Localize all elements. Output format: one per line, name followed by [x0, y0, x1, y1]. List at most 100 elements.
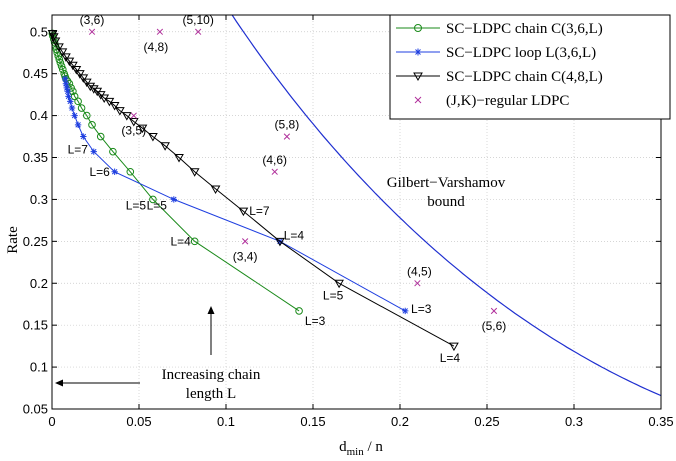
series-2-point-4 — [210, 185, 221, 194]
series-3-point-3 — [130, 112, 137, 119]
series-3-point-7 — [414, 280, 421, 287]
series-2-point-20 — [81, 78, 92, 88]
series-2-point-28 — [54, 43, 64, 52]
series-1-point-13 — [62, 80, 70, 87]
series-2-point-10 — [128, 117, 139, 127]
series-3-point-0 — [88, 28, 96, 35]
series-2-point-31 — [47, 29, 58, 39]
legend-label-3: (J,K)−regular LDPC — [446, 93, 569, 109]
left-arrow-head — [55, 379, 63, 387]
series-1-point-6 — [74, 121, 82, 129]
series-0-point-6 — [88, 121, 96, 129]
series-2 — [47, 29, 459, 352]
series-2-point-13 — [109, 102, 120, 111]
legend-label-2: SC−LDPC chain C(4,8,L) — [446, 69, 603, 85]
series-3: (3,6) (4,8) (5,10) (3,5) (5,8) (4,6) (3,4) (4,5… — [80, 13, 507, 333]
length-annotation-7: L=3 — [411, 302, 432, 316]
gv-bound-curve — [231, 15, 661, 397]
length-annotation-5: L=5 — [147, 198, 168, 212]
up-arrow-head — [207, 306, 215, 314]
length-annotation-0: L=3 — [305, 314, 326, 328]
jk-label-1: (4,8) — [144, 40, 169, 54]
gv-bound-label-line2: bound — [427, 194, 465, 210]
series-3-point-8 — [490, 307, 498, 315]
x-axis-title-sub: min — [347, 446, 365, 458]
series-0-point-20 — [56, 58, 65, 67]
series-1-point-0 — [402, 307, 409, 315]
series-2-point-2 — [275, 237, 285, 247]
series-2-point-6 — [174, 154, 184, 163]
series-1-point-14 — [61, 75, 69, 82]
axes — [51, 14, 662, 410]
series-2-point-9 — [137, 124, 148, 134]
length-annotation-6: L=4 — [284, 228, 305, 242]
series-layer: (3,6) (4,8) (5,10) (3,5) (5,8) (4,6) (3,4) (4,5… — [47, 13, 507, 352]
series-2-point-7 — [160, 142, 170, 151]
series-2-point-18 — [88, 85, 99, 94]
series-0-point-21 — [55, 55, 64, 64]
x-tick-label-0: 0 — [48, 414, 55, 429]
jk-label-3: (3,5) — [121, 124, 146, 138]
y-tick-label-5: 0.3 — [30, 192, 48, 207]
series-0-point-5 — [96, 132, 105, 141]
series-0-point-19 — [57, 62, 66, 70]
series-0-point-7 — [83, 111, 91, 120]
series-1-point-12 — [63, 84, 70, 92]
series-3-point-4 — [283, 133, 291, 140]
y-axis-title: Rate — [5, 226, 21, 254]
gv-bound-label-line1: Gilbert−Varshamov — [387, 175, 506, 191]
x-tick-label-5: 0.25 — [474, 414, 499, 429]
length-annotation-9: L=5 — [323, 288, 344, 302]
series-2-point-3 — [238, 207, 249, 217]
arrow-text-line2: length L — [186, 386, 236, 402]
series-0-point-18 — [58, 65, 67, 74]
legend-label-1: SC−LDPC loop L(3,6,L) — [446, 45, 596, 61]
series-2-point-15 — [99, 94, 110, 103]
y-tick-label-7: 0.4 — [30, 108, 48, 123]
y-tick-label-1: 0.1 — [30, 360, 48, 375]
series-1-point-3 — [111, 168, 118, 175]
series-2-point-14 — [104, 97, 115, 107]
series-2-point-1 — [334, 279, 344, 289]
series-0-point-0 — [295, 307, 303, 315]
x-tick-label-6: 0.3 — [565, 414, 583, 429]
jk-label-7: (4,5) — [407, 264, 432, 278]
series-2-point-22 — [74, 70, 85, 79]
x-tick-label-4: 0.2 — [391, 414, 409, 429]
series-2-point-12 — [114, 107, 125, 116]
jk-label-0: (3,6) — [80, 13, 105, 27]
series-1-point-11 — [64, 88, 71, 95]
series-2-point-24 — [68, 61, 78, 71]
legend-label-0: SC−LDPC chain C(3,6,L) — [446, 21, 603, 37]
series-3-point-1 — [156, 28, 164, 35]
series-3-point-5 — [271, 168, 278, 175]
y-tick-label-4: 0.25 — [23, 234, 48, 249]
x-tick-label-2: 0.1 — [217, 414, 235, 429]
series-0-point-9 — [74, 97, 82, 106]
series-0-point-8 — [77, 104, 86, 112]
jk-label-8: (5,6) — [482, 319, 507, 333]
jk-label-6: (3,4) — [233, 249, 258, 263]
legend-marker-1 — [414, 48, 422, 56]
gv-bound-layer — [231, 15, 661, 397]
length-annotation-10: L=4 — [440, 351, 461, 365]
x-tick-label-1: 0.05 — [126, 414, 151, 429]
length-annotation-8: L=7 — [249, 204, 270, 218]
y-tick-label-3: 0.2 — [30, 276, 48, 291]
legend-marker-2 — [413, 72, 423, 82]
series-2-point-0 — [449, 342, 459, 352]
plot-frame — [51, 14, 662, 410]
series-2-point-27 — [57, 48, 68, 57]
series-2-point-25 — [64, 57, 75, 67]
series-1-point-9 — [67, 98, 74, 105]
series-2-point-5 — [189, 168, 200, 177]
series-2-point-21 — [78, 74, 89, 83]
series-2-point-26 — [61, 53, 71, 62]
legend-marker-3 — [414, 96, 422, 104]
length-annotation-3: L=6 — [89, 165, 110, 179]
series-2-point-23 — [71, 65, 82, 75]
length-annotation-1: L=4 — [171, 234, 192, 248]
x-tick-label-7: 0.35 — [648, 414, 673, 429]
series-1-point-7 — [71, 112, 78, 119]
